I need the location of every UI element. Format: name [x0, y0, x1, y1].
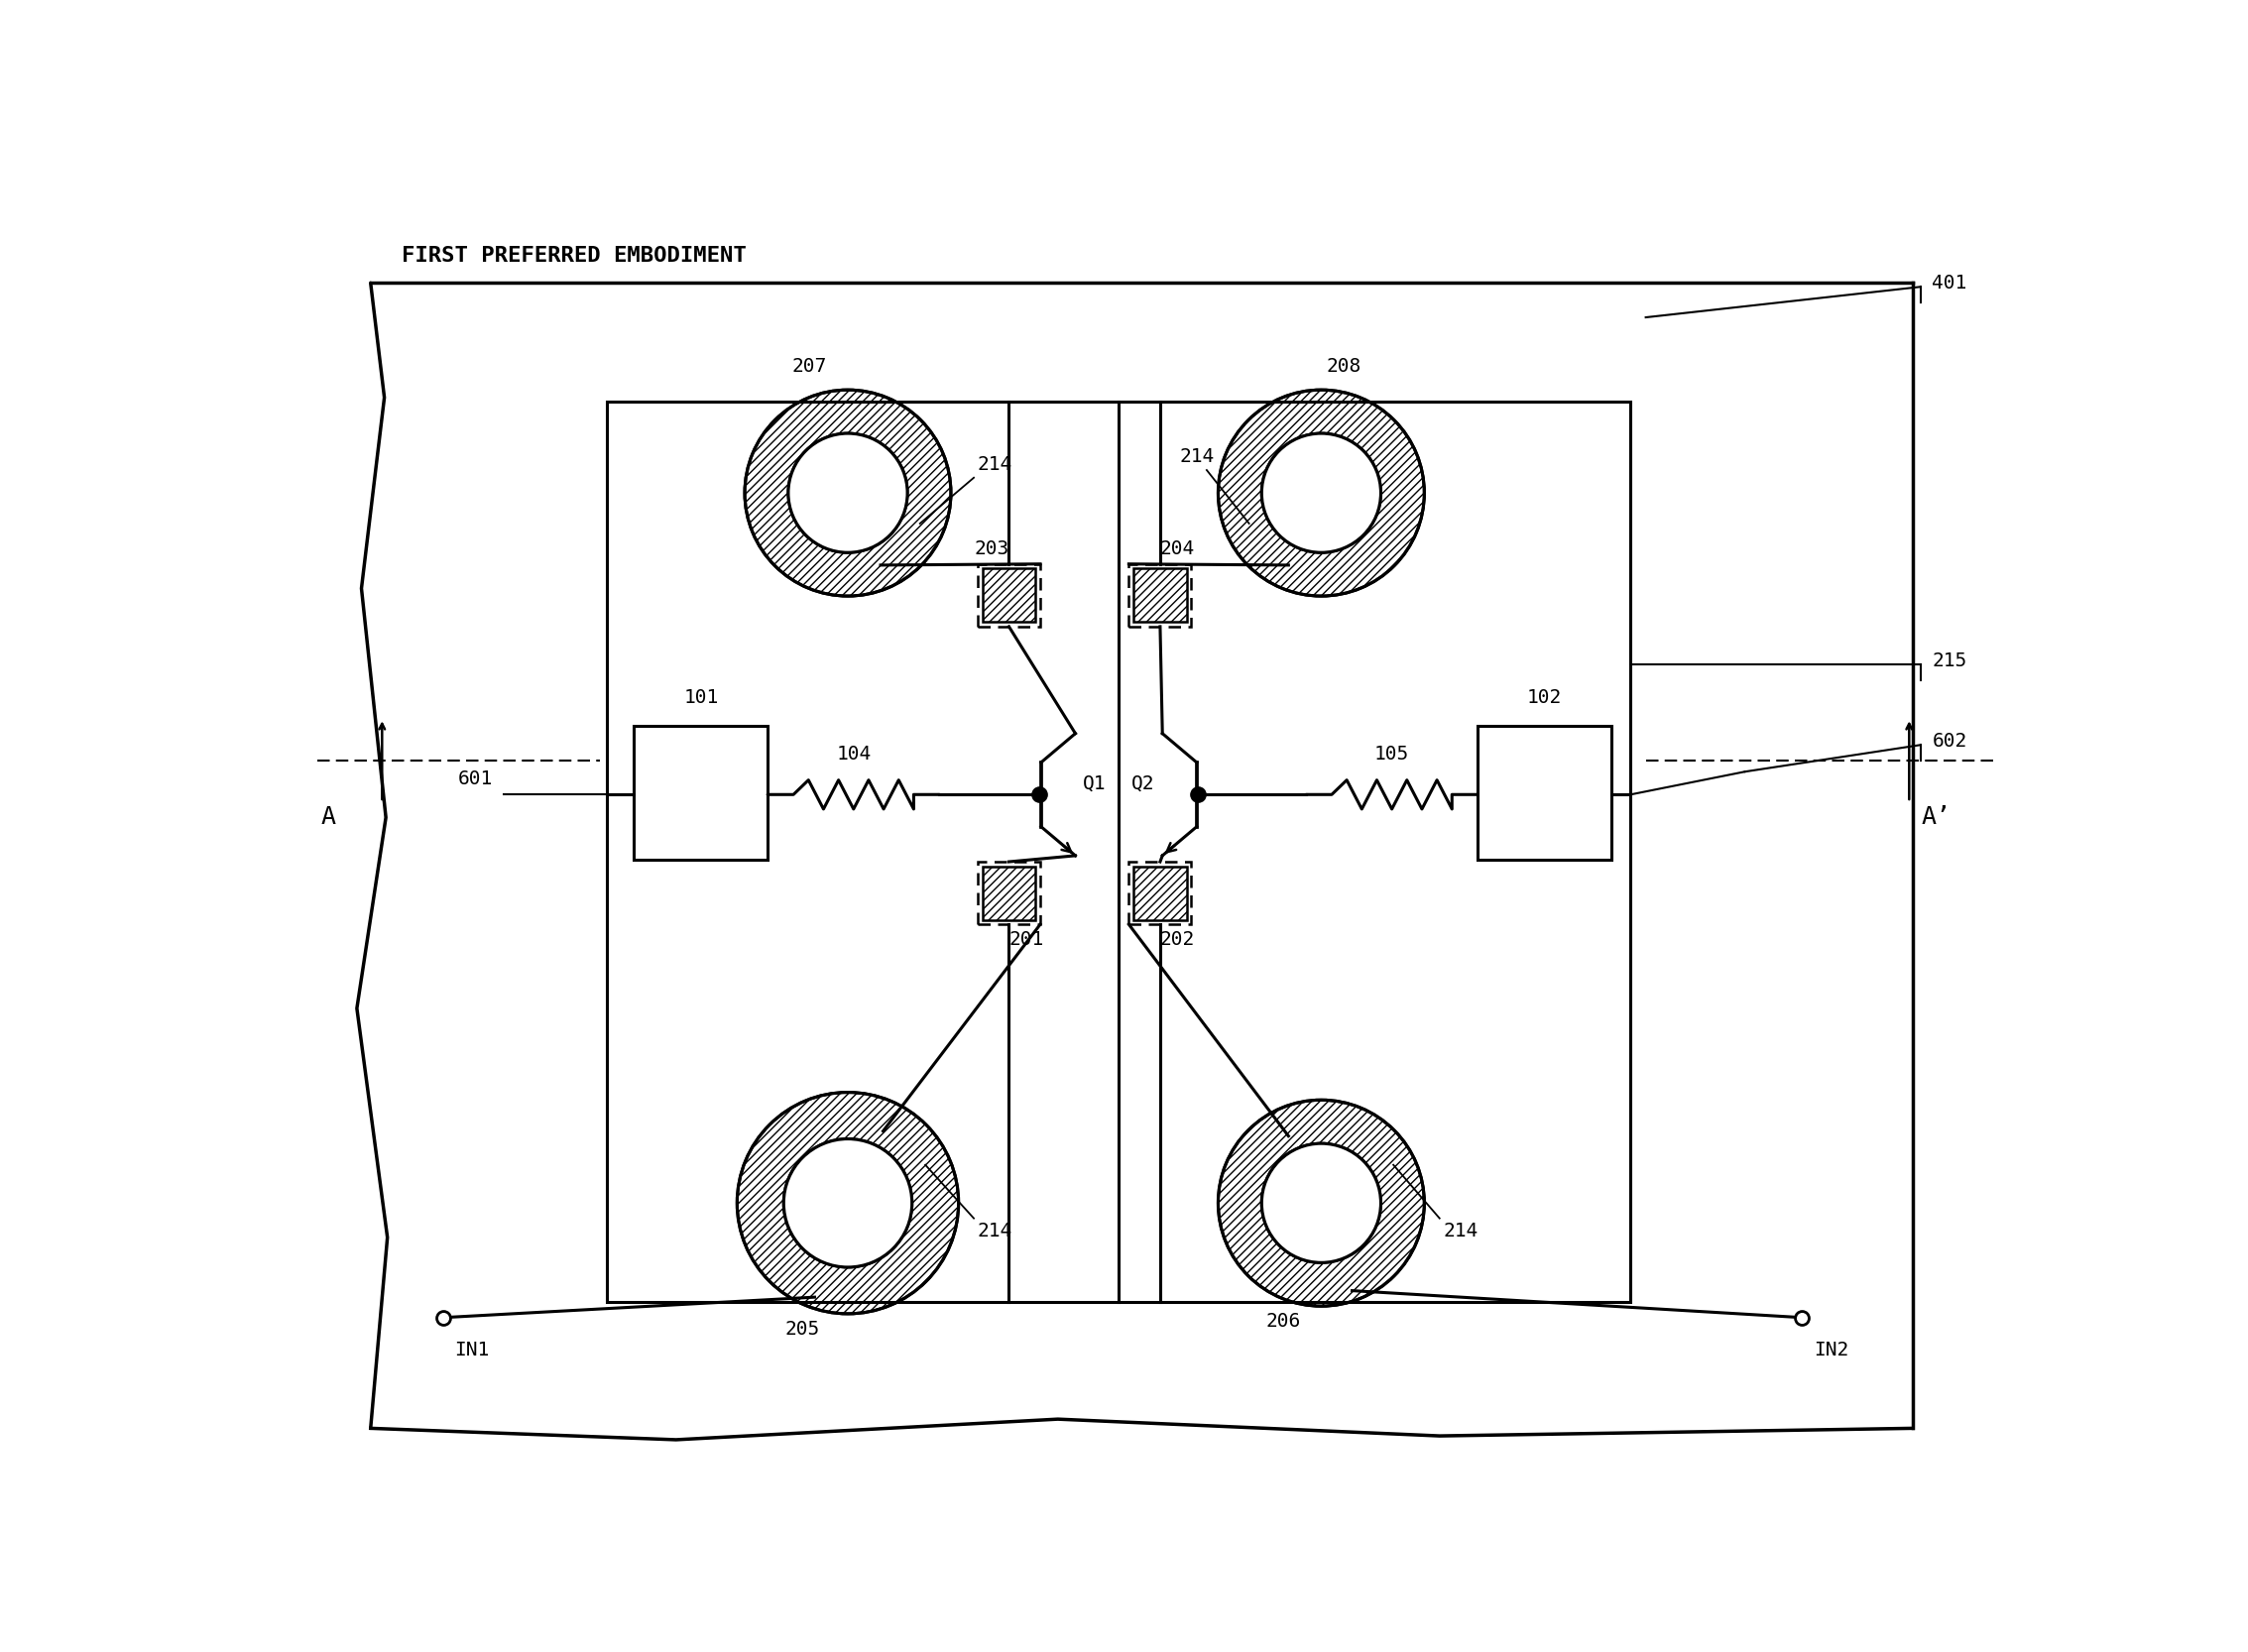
Text: 214: 214 [978, 1222, 1012, 1241]
Text: 215: 215 [1931, 651, 1967, 671]
Bar [978, 563, 1041, 626]
Text: A’: A’ [1922, 806, 1951, 829]
Bar [634, 725, 767, 859]
Text: 401: 401 [1931, 274, 1967, 292]
Bar [1128, 563, 1191, 626]
Bar [607, 401, 1630, 1302]
Text: A: A [321, 806, 335, 829]
Bar [1133, 866, 1187, 920]
Text: Q1: Q1 [1084, 773, 1106, 793]
Text: 214: 214 [1180, 448, 1214, 466]
Text: 207: 207 [791, 357, 827, 377]
Bar [982, 568, 1036, 623]
Text: 105: 105 [1374, 745, 1409, 763]
Text: 104: 104 [836, 745, 870, 763]
Text: 203: 203 [973, 539, 1009, 558]
Text: 602: 602 [1931, 732, 1967, 750]
Bar [982, 866, 1036, 920]
Circle shape [789, 433, 908, 552]
Circle shape [1261, 433, 1380, 552]
Text: FIRST PREFERRED EMBODIMENT: FIRST PREFERRED EMBODIMENT [400, 246, 746, 266]
Text: IN1: IN1 [454, 1340, 490, 1360]
Bar [371, 282, 1913, 1429]
Circle shape [1261, 1143, 1380, 1262]
Text: 102: 102 [1526, 687, 1562, 707]
Bar [1128, 862, 1191, 925]
Text: 214: 214 [978, 454, 1012, 474]
Text: 205: 205 [785, 1320, 821, 1338]
Text: IN2: IN2 [1814, 1340, 1848, 1360]
Bar [1477, 725, 1612, 859]
Bar [978, 862, 1041, 925]
Text: 206: 206 [1266, 1312, 1302, 1332]
Text: 601: 601 [459, 770, 492, 788]
Text: 214: 214 [1443, 1222, 1479, 1241]
Text: 202: 202 [1160, 930, 1196, 950]
Text: 201: 201 [1009, 930, 1043, 950]
Text: 101: 101 [683, 687, 719, 707]
Text: 208: 208 [1326, 357, 1362, 377]
Text: Q2: Q2 [1131, 773, 1155, 793]
Bar [1133, 568, 1187, 623]
Text: 204: 204 [1160, 539, 1196, 558]
Circle shape [785, 1138, 913, 1267]
